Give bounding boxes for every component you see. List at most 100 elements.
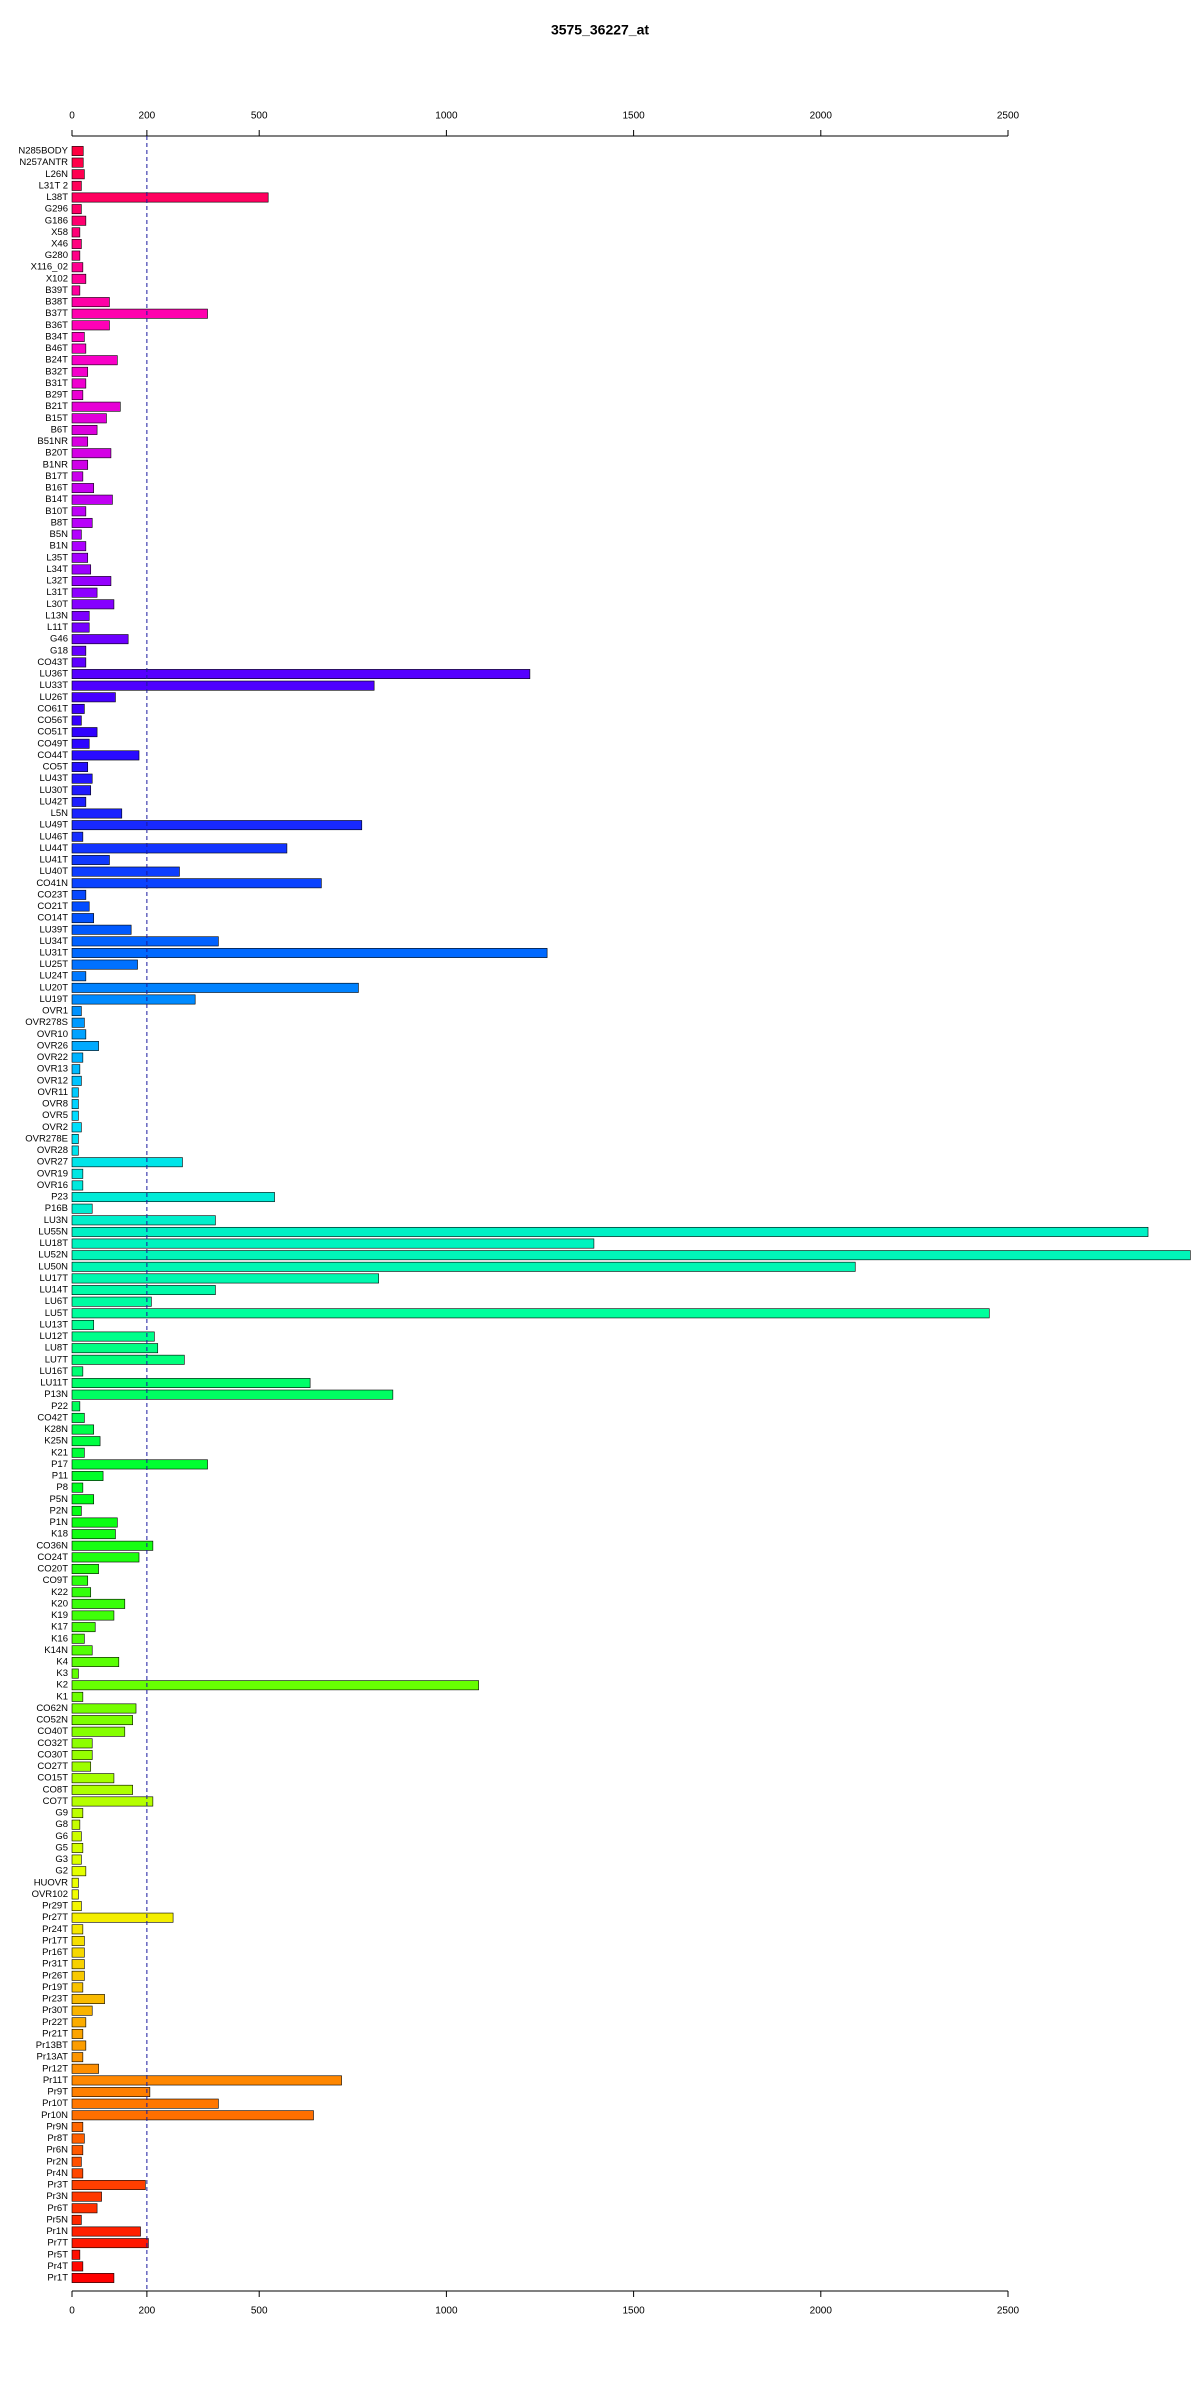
bar bbox=[71, 1982, 84, 1993]
bar bbox=[71, 2075, 342, 2086]
y-tick-label: Pr21T bbox=[42, 2028, 68, 2039]
bar bbox=[71, 576, 112, 586]
y-tick-label: Pr23T bbox=[42, 1994, 68, 2005]
y-tick-label: Pr9N bbox=[46, 2121, 68, 2132]
bar bbox=[71, 1354, 185, 1365]
bar bbox=[71, 157, 84, 168]
y-tick-label: G296 bbox=[45, 204, 68, 215]
y-tick-label: LU26T bbox=[39, 692, 68, 703]
y-tick-label: Pr2N bbox=[46, 2156, 68, 2167]
y-tick-label: B37T bbox=[45, 308, 68, 319]
x-tick-label: 200 bbox=[139, 2306, 156, 2317]
bar bbox=[71, 436, 89, 447]
bar bbox=[71, 564, 92, 575]
y-tick-label: Pr13BT bbox=[36, 2040, 68, 2051]
bar bbox=[71, 2191, 102, 2202]
y-tick-label: CO21T bbox=[37, 901, 68, 912]
bar bbox=[71, 2052, 84, 2063]
bar bbox=[71, 1994, 105, 2004]
y-tick-label: LU42T bbox=[39, 796, 68, 807]
y-tick-label: LU14T bbox=[39, 1285, 68, 1296]
bar bbox=[71, 2168, 84, 2179]
y-tick-label: LU43T bbox=[39, 773, 68, 784]
y-tick-label: G18 bbox=[50, 645, 68, 656]
bar bbox=[71, 1238, 595, 1249]
y-tick-label: CO51T bbox=[37, 727, 68, 738]
y-tick-label: Pr1N bbox=[46, 2226, 68, 2237]
y-tick-label: OVR16 bbox=[37, 1180, 68, 1191]
bar bbox=[71, 250, 81, 261]
bar bbox=[71, 401, 121, 412]
y-tick-label: LU34T bbox=[39, 936, 68, 947]
y-tick-label: G9 bbox=[55, 1808, 68, 1819]
y-tick-label: B16T bbox=[45, 483, 68, 494]
bar bbox=[71, 320, 110, 331]
y-tick-label: B14T bbox=[45, 494, 68, 505]
y-tick-label: K22 bbox=[51, 1587, 68, 1598]
y-tick-label: OVR8 bbox=[42, 1099, 68, 1110]
bar bbox=[71, 855, 110, 865]
bar bbox=[71, 785, 92, 796]
bar bbox=[71, 1808, 84, 1819]
y-tick-label: Pr4N bbox=[46, 2168, 68, 2179]
y-tick-label: OVR19 bbox=[37, 1168, 68, 1179]
bar bbox=[71, 587, 98, 598]
y-tick-label: CO49T bbox=[37, 738, 68, 749]
x-tick-label: 500 bbox=[251, 111, 268, 122]
y-tick-label: CO24T bbox=[37, 1552, 68, 1563]
bar bbox=[71, 459, 89, 470]
bar bbox=[71, 913, 95, 924]
y-tick-label: CO56T bbox=[37, 715, 68, 726]
y-tick-label: K20 bbox=[51, 1598, 68, 1609]
y-tick-label: LU16T bbox=[39, 1366, 68, 1377]
bar bbox=[71, 1738, 93, 1749]
y-tick-label: CO5T bbox=[43, 762, 69, 773]
y-tick-label: Pr3N bbox=[46, 2191, 68, 2202]
y-tick-label: X116_02 bbox=[31, 262, 68, 273]
bar bbox=[71, 517, 93, 528]
y-tick-label: LU55N bbox=[38, 1226, 68, 1237]
y-tick-label: Pr17T bbox=[42, 1935, 68, 1946]
y-tick-label: B1NR bbox=[43, 459, 68, 470]
y-tick-label: Pr22T bbox=[42, 2017, 68, 2028]
y-tick-label: LU36T bbox=[39, 669, 68, 680]
bar bbox=[71, 1261, 856, 1272]
bar bbox=[71, 1482, 84, 1493]
bar bbox=[71, 1099, 79, 1110]
y-tick-label: X46 bbox=[51, 238, 68, 249]
bar bbox=[71, 2214, 82, 2225]
bar bbox=[71, 1843, 84, 1853]
bar bbox=[71, 738, 90, 749]
y-tick-label: CO14T bbox=[37, 913, 68, 924]
bar bbox=[71, 1459, 208, 1470]
bar bbox=[71, 1203, 93, 1214]
y-tick-label: CO8T bbox=[43, 1784, 69, 1795]
y-tick-label: K18 bbox=[51, 1529, 68, 1540]
bar bbox=[71, 1831, 82, 1842]
x-tick-label: 2000 bbox=[810, 111, 833, 122]
y-tick-label: B38T bbox=[45, 297, 68, 308]
bar bbox=[71, 994, 196, 1005]
y-tick-label: N285BODY bbox=[18, 146, 68, 157]
y-tick-label: K1 bbox=[56, 1691, 68, 1702]
bar bbox=[71, 2203, 98, 2214]
y-tick-label: LU19T bbox=[39, 994, 68, 1005]
y-tick-label: CO44T bbox=[37, 750, 68, 761]
bar bbox=[71, 1296, 152, 1307]
bar bbox=[71, 1389, 394, 1400]
bar bbox=[71, 1157, 183, 1168]
y-tick-label: CO15T bbox=[37, 1773, 68, 1784]
y-tick-label: Pr10T bbox=[42, 2098, 68, 2109]
bar bbox=[71, 343, 87, 354]
x-tick-label: 1000 bbox=[435, 2306, 458, 2317]
bar bbox=[71, 1447, 85, 1458]
y-tick-label: LU40T bbox=[39, 866, 68, 877]
y-tick-label: OVR5 bbox=[42, 1110, 68, 1121]
y-tick-label: B5N bbox=[50, 529, 69, 540]
y-tick-label: OVR11 bbox=[38, 1087, 68, 1098]
y-tick-label: CO36N bbox=[36, 1540, 68, 1551]
y-tick-label: L35T bbox=[46, 552, 68, 563]
y-tick-label: LU11T bbox=[40, 1378, 68, 1389]
bar bbox=[71, 2063, 99, 2074]
